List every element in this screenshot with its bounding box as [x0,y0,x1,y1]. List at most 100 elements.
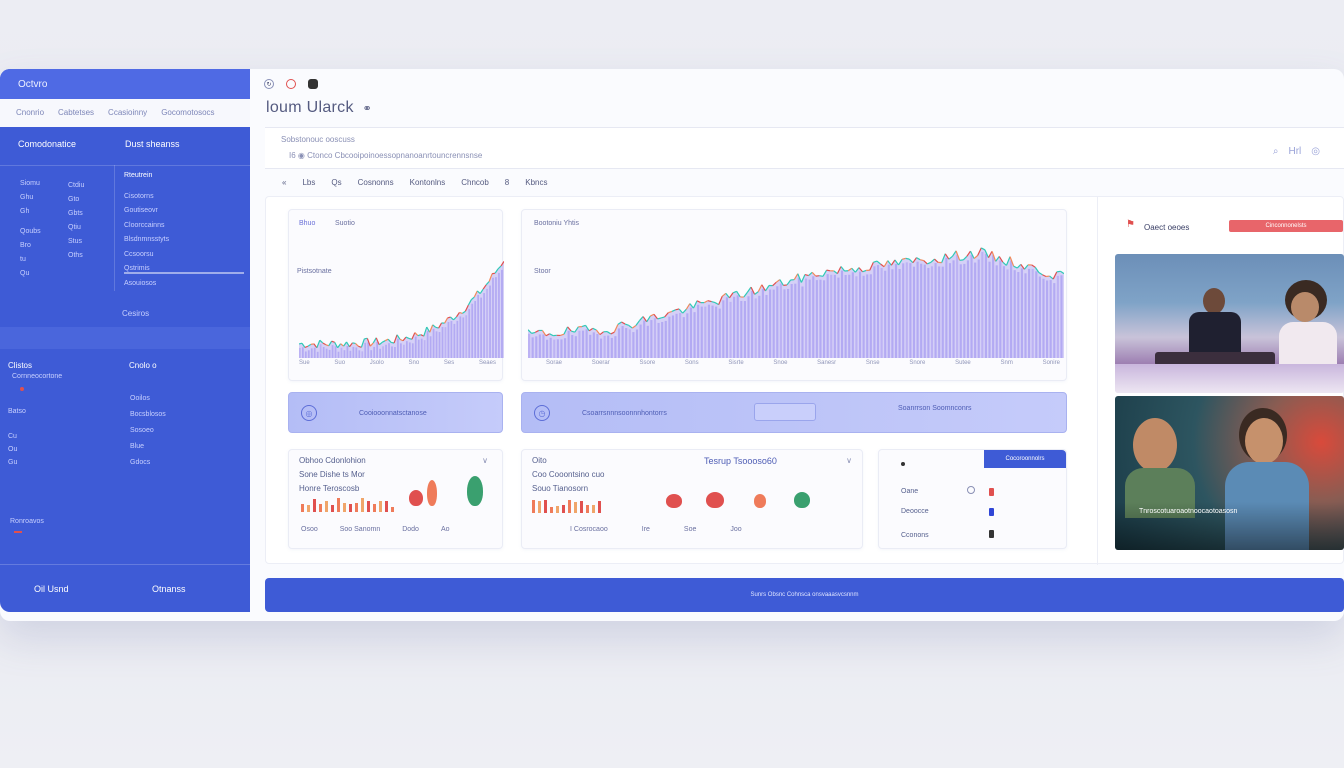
bar [956,254,959,358]
bottom-status-bar[interactable]: Sunrs Obsnc Cohnsca onsvaaasvcsnnm [265,578,1344,612]
series-line [930,258,935,263]
status-dot [14,531,22,533]
list-item[interactable]: Gdocs [130,459,151,466]
list-item[interactable]: Gbts [68,210,83,217]
chevron-down-icon[interactable]: ∨ [482,456,488,465]
list-row[interactable]: Deoocce [901,508,929,515]
series-line [941,253,946,263]
action-button[interactable]: Cocoroonnolrs [984,450,1066,468]
footer-link[interactable]: Oil Usnd [34,583,69,594]
list-item[interactable]: Oths [68,252,83,259]
list-item[interactable]: Goutiseovr [124,207,158,214]
bar [992,255,995,358]
list-row[interactable]: Cconons [901,532,929,539]
record-icon[interactable] [286,79,296,89]
bar [779,283,782,358]
summary-band-2[interactable]: ◷ Csoarrsnnnsoonnnhontorrs Soanrrson Soo… [521,392,1067,433]
tab[interactable]: « [282,178,287,187]
bar [851,272,854,358]
list-item[interactable]: Blue [130,443,145,450]
radio-icon[interactable] [967,486,975,494]
list-item[interactable]: Gto [68,196,80,203]
series-line [955,250,961,261]
bar [542,334,545,358]
list-item[interactable]: Ccsoorsu [124,250,154,258]
list-item[interactable]: Asouiosos [124,279,157,287]
list-item[interactable]: Bocsblosos [130,411,166,418]
list-item[interactable]: Batso [8,408,26,415]
list-item[interactable]: Cisotorns [124,192,154,200]
list-item[interactable]: Qstrimis [124,265,150,272]
settings-icon[interactable]: ⚭ [362,103,373,115]
bar [1017,272,1020,358]
sidebar-tab[interactable]: Cabtetses [58,108,95,117]
panel-button[interactable]: Cinconnonelsts [1229,220,1343,232]
bar [331,345,334,358]
list-item[interactable]: Ou [8,446,18,453]
filter-input[interactable]: I6 ◉ Ctonco Cbcooipoinoessopnanoanrtounc… [289,151,483,160]
list-item[interactable]: Stus [68,238,83,245]
summary-band-1[interactable]: ◎ Cooiooonnatsctanose [288,392,503,433]
bar [1035,271,1038,358]
list-item[interactable]: tu [20,256,26,263]
list-item[interactable]: Qu [20,270,30,277]
video-thumbnail-1[interactable] [1115,254,1344,393]
list-item[interactable]: Qoubs [20,228,41,235]
list-item[interactable]: Ctdiu [68,182,85,189]
sidebar-tab[interactable]: Cnonrio [16,108,45,117]
area-chart-large [528,247,1064,358]
series-line [951,250,957,257]
list-item[interactable]: Siomu [20,180,40,187]
tab[interactable]: Chncob [461,178,489,187]
band-text: Cooiooonnatsctanose [359,410,427,417]
series-line [1038,271,1043,276]
series-line [894,259,900,266]
tab[interactable]: 8 [504,178,510,187]
tab[interactable]: Cosnonns [357,178,394,187]
marker [666,494,682,508]
list-row[interactable]: Oane [901,488,919,495]
tab[interactable]: Qs [331,178,342,187]
bar [999,260,1002,358]
series-line [725,292,730,299]
list-item[interactable]: Gh [20,208,30,215]
chevron-down-icon[interactable]: ∨ [846,456,852,465]
sidebar-list: Siomu Ghu Gh Qoubs Bro tu Qu [20,177,41,281]
tab[interactable]: Kontonlns [409,178,446,187]
bar [307,350,310,358]
chart-card-small: Bhuo Suotio Pistsotnate Sue Suo Jsolo Sn… [288,209,504,381]
refresh-icon[interactable]: ↻ [264,79,274,89]
bar [432,328,435,358]
video-thumbnail-2[interactable]: Tnroscotuaroaotnoocaotoasosn [1115,396,1344,550]
sidebar-tab[interactable]: Gocomotosocs [161,108,215,117]
search-icon[interactable]: ⌕ [1272,146,1279,157]
user-icon[interactable] [308,79,318,89]
help-icon[interactable]: ◎ [1311,146,1320,157]
series-line [660,316,665,319]
tab[interactable]: Kbncs [525,178,548,187]
list-item[interactable]: Ooilos [130,395,150,402]
list-item[interactable]: Qtiu [68,224,81,231]
stats-card-2: Tesrup Tsoooso60 Oito Coo Cooontsino cuo… [521,449,863,549]
tab[interactable]: Lbs [302,178,316,187]
list-item[interactable]: Cu [8,433,17,440]
list-item[interactable]: Sosoeo [130,427,154,434]
list-item[interactable]: Ghu [20,194,34,201]
band-input[interactable] [754,403,816,421]
list-item[interactable]: Gu [8,459,18,466]
sidebar-extra[interactable]: Cesiros [122,309,150,318]
sidebar-tab[interactable]: Ccasioinny [108,108,148,117]
bar [725,297,728,358]
filter-actions: ⌕ Hrl ◎ [1273,146,1320,157]
x-axis: I Cosrocaoo Ire Soe Joo [570,526,742,533]
series-line [804,273,809,277]
series-line [340,343,344,347]
filter-action-label[interactable]: Hrl [1288,146,1302,157]
list-item[interactable]: Bro [20,242,31,249]
footer-link[interactable]: Otnanss [152,583,186,594]
list-item[interactable]: Cloorccainns [124,221,165,229]
series-line [1005,256,1011,266]
sidebar-tabs: Cnonrio Cabtetses Ccasioinny Gocomotosoc… [0,99,250,127]
list-item[interactable]: Blsdnmnsstyts [124,236,170,243]
bar [358,350,361,358]
